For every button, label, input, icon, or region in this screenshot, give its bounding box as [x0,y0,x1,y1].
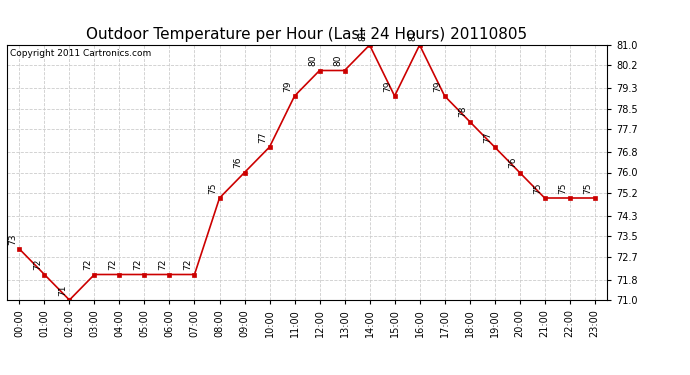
Text: 80: 80 [308,55,317,66]
Text: 72: 72 [83,259,92,270]
Text: 72: 72 [158,259,167,270]
Text: 72: 72 [108,259,117,270]
Text: 72: 72 [133,259,142,270]
Text: 80: 80 [333,55,342,66]
Text: 72: 72 [33,259,42,270]
Text: 73: 73 [8,233,17,245]
Text: Copyright 2011 Cartronics.com: Copyright 2011 Cartronics.com [10,49,151,58]
Text: 75: 75 [558,182,567,194]
Text: 71: 71 [58,284,67,296]
Text: 75: 75 [533,182,542,194]
Text: 79: 79 [383,80,392,92]
Text: 72: 72 [183,259,192,270]
Text: 81: 81 [358,29,367,41]
Text: 78: 78 [458,106,467,117]
Text: 76: 76 [233,157,242,168]
Text: 79: 79 [433,80,442,92]
Text: 81: 81 [408,29,417,41]
Text: 77: 77 [258,131,267,143]
Text: 79: 79 [283,80,292,92]
Title: Outdoor Temperature per Hour (Last 24 Hours) 20110805: Outdoor Temperature per Hour (Last 24 Ho… [86,27,528,42]
Text: 75: 75 [583,182,592,194]
Text: 75: 75 [208,182,217,194]
Text: 76: 76 [509,157,518,168]
Text: 77: 77 [483,131,492,143]
